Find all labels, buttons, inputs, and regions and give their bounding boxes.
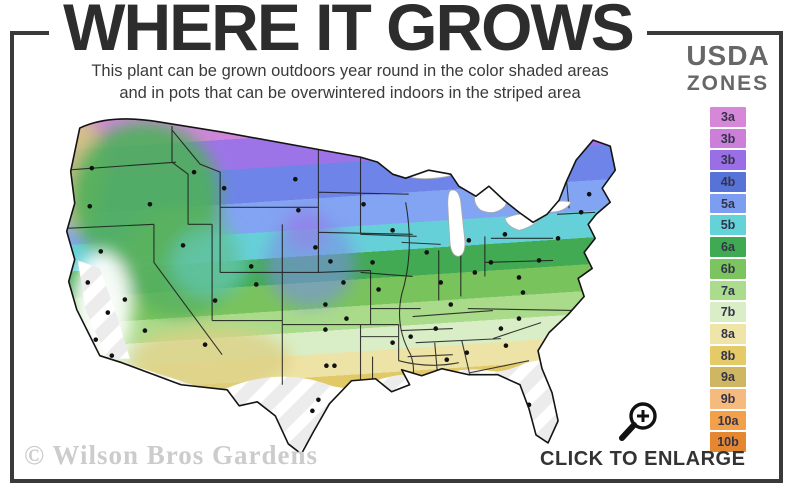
zone-chip-8b: 8b bbox=[710, 345, 746, 366]
zone-chip-10a: 10a bbox=[710, 410, 746, 431]
watermark: © Wilson Bros Gardens bbox=[24, 440, 318, 470]
zone-chip-5a: 5a bbox=[710, 193, 746, 214]
usda-zone-map bbox=[65, 118, 617, 455]
usda-zones-legend: USDA ZONES 3a 3b 3b 4b 5a 5b 6a 6b 7a 7b 8a 8b 9a 9b 1… bbox=[676, 42, 780, 452]
zone-chip-6b: 6b bbox=[710, 258, 746, 279]
zone-chip-9b: 9b bbox=[710, 388, 746, 409]
enlarge-label[interactable]: CLICK TO ENLARGE bbox=[540, 448, 746, 470]
click-to-enlarge[interactable]: CLICK TO ENLARGE bbox=[540, 400, 746, 471]
zone-chip-7b: 7b bbox=[710, 302, 746, 322]
page-title-text: WHERE IT GROWS bbox=[49, 0, 647, 64]
zone-chip-list: 3a 3b 3b 4b 5a 5b 6a 6b 7a 7b 8a 8b 9a 9b 10a 10b bbox=[676, 107, 780, 452]
page-title: WHERE IT GROWS bbox=[0, 0, 696, 64]
state-borders bbox=[66, 126, 596, 394]
zone-chip-3b: 3b bbox=[710, 128, 746, 149]
us-outline bbox=[65, 118, 617, 455]
magnifier-plus-icon[interactable] bbox=[612, 400, 664, 446]
zone-chip-10b: 10b bbox=[710, 432, 746, 452]
zone-chip-8a: 8a bbox=[710, 323, 746, 344]
zone-chip-3b: 3b bbox=[710, 150, 746, 171]
zone-chip-9a: 9a bbox=[710, 367, 746, 387]
legend-title-usda: USDA bbox=[686, 40, 770, 71]
zone-chip-4b: 4b bbox=[710, 172, 746, 192]
zone-chip-5b: 5b bbox=[710, 215, 746, 236]
zone-chip-6a: 6a bbox=[710, 237, 746, 257]
zone-chip-7a: 7a bbox=[710, 280, 746, 301]
subtitle-line-2: and in pots that can be overwintered ind… bbox=[119, 83, 581, 102]
zone-chip-3a: 3a bbox=[710, 107, 746, 127]
legend-title-zones: ZONES bbox=[686, 72, 770, 95]
subtitle: This plant can be grown outdoors year ro… bbox=[0, 61, 700, 105]
subtitle-line-1: This plant can be grown outdoors year ro… bbox=[91, 62, 609, 80]
